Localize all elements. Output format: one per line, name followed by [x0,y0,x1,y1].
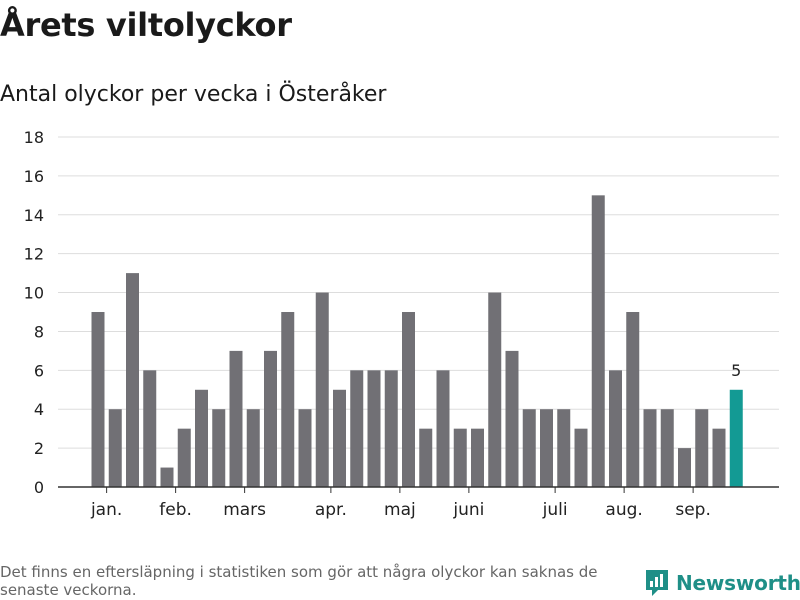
x-tick-label: juni [452,500,484,520]
x-tick-label: mars [223,500,266,520]
bar [626,312,640,487]
newsworthy-logo-icon [646,570,668,596]
y-tick-label: 10 [24,284,44,303]
bar [315,292,329,487]
y-tick-label: 0 [34,478,44,497]
x-tick-label: apr. [315,500,347,520]
x-tick-label: aug. [605,500,642,520]
bar [298,409,312,487]
y-tick-label: 2 [34,439,44,458]
y-tick-label: 18 [24,128,44,147]
bar [591,195,605,488]
bar-highlight [729,389,743,487]
bar [505,350,519,487]
y-tick-label: 4 [34,400,44,419]
bar [557,409,571,487]
bar [212,409,226,487]
bar [108,409,122,487]
bar [660,409,674,487]
bar [195,389,208,487]
y-tick-label: 6 [34,361,44,380]
y-tick-label: 16 [24,167,44,186]
bar [488,292,502,487]
bar [695,409,709,487]
bar [678,448,691,487]
bar [160,467,174,487]
x-tick-label: jan. [90,500,122,520]
y-tick-label: 14 [24,206,44,225]
footnote: Det finns en eftersläpning i statistiken… [0,563,598,599]
x-tick-label: feb. [159,500,192,520]
x-tick-label: juli [542,500,568,520]
bar [643,409,657,487]
bar [367,370,381,487]
bar [126,273,139,487]
bar [471,428,484,487]
bar [574,428,588,487]
brand-logo[interactable]: Newsworthy [644,568,800,598]
brand-name: Newsworthy [676,571,800,595]
bar [419,428,433,487]
bar [453,428,467,487]
x-tick-label: sep. [675,500,711,520]
bar [333,389,346,487]
data-label: 5 [731,361,741,380]
chart-title: Årets viltolyckor [0,6,292,44]
bar [540,409,553,487]
y-tick-label: 8 [34,322,44,341]
bar [609,370,622,487]
bar [246,409,260,487]
y-tick-label: 12 [24,245,44,264]
bar [402,312,415,487]
bar [384,370,398,487]
chart-subtitle: Antal olyckor per vecka i Österåker [0,82,387,107]
bar [91,312,105,487]
bar [229,350,243,487]
x-tick-label: maj [384,500,416,520]
bar [264,350,277,487]
bar [143,370,157,487]
bar-chart: 0 2 4 6 8 10 12 14 16 18 5 jan. feb. mars apr. maj juni j… [24,128,779,520]
bar [436,370,450,487]
bar [712,428,726,487]
bar [281,312,295,487]
bar [177,428,191,487]
bar [350,370,364,487]
bar [522,409,536,487]
